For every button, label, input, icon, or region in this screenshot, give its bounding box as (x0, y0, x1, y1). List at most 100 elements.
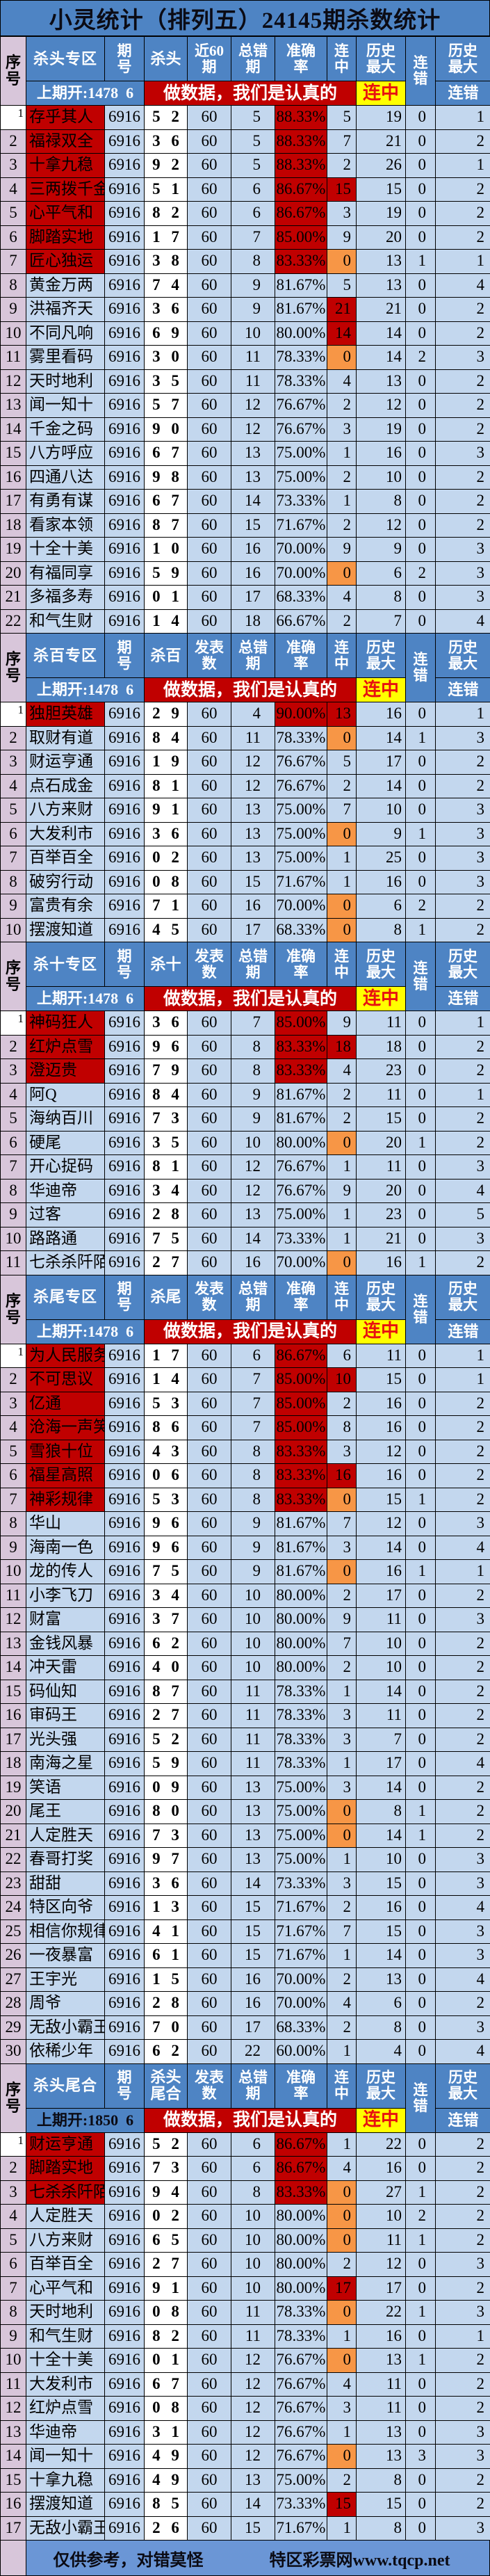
cell-period: 6916 (105, 1131, 145, 1155)
cell-streak-lose: 1 (406, 2180, 436, 2205)
cell-seq: 15 (1, 442, 26, 466)
cell-accuracy: 68.33% (275, 918, 327, 942)
cell-accuracy: 66.67% (275, 609, 327, 634)
cell-kill: 2 7 (145, 2253, 188, 2277)
cell-hist-max-lose: 1 (436, 2324, 490, 2349)
header-streak-lose: 连 错 (406, 37, 436, 106)
cell-streak-lose: 0 (406, 417, 436, 442)
cell-hist-max-win: 6 (357, 894, 406, 919)
cell-total-wrong: 13 (231, 2468, 275, 2493)
cell-seq: 9 (1, 894, 26, 919)
cell-published: 60 (188, 1179, 231, 1203)
cell-streak-win: 2 (327, 154, 357, 178)
cell-kill: 8 2 (145, 202, 188, 226)
cell-kill: 8 5 (145, 2493, 188, 2517)
cell-kill: 4 9 (145, 2468, 188, 2493)
cell-accuracy: 60.00% (275, 2040, 327, 2064)
cell-published: 60 (188, 1584, 231, 1608)
cell-total-wrong: 12 (231, 2445, 275, 2469)
cell-streak-lose: 0 (406, 106, 436, 130)
table-row: 22 春哥打奖 6916 9 7 60 13 75.00% 1 10 0 3 (1, 1848, 490, 1872)
table-row: 7 神彩规律 6916 5 3 60 8 83.33% 0 15 1 2 (1, 1488, 490, 1512)
table-row: 7 百举百全 6916 0 2 60 13 75.00% 1 25 0 3 (1, 846, 490, 871)
cell-streak-win: 2 (327, 2253, 357, 2277)
table-row: 15 十拿九稳 6916 4 9 60 13 75.00% 2 8 0 2 (1, 2468, 490, 2493)
cell-period: 6916 (105, 1728, 145, 1752)
cell-hist-max-lose: 2 (436, 129, 490, 154)
cell-streak-win: 3 (327, 1704, 357, 1728)
cell-total-wrong: 13 (231, 1203, 275, 1227)
header-hist-max-lose: 历史 最大 (436, 942, 490, 987)
cell-kill: 4 3 (145, 1440, 188, 1464)
cell-kill: 1 4 (145, 1368, 188, 1392)
cell-accuracy: 80.00% (275, 1131, 327, 1155)
cell-seq: 10 (1, 1227, 26, 1251)
cell-published: 60 (188, 1059, 231, 1084)
cell-streak-win: 0 (327, 1488, 357, 1512)
table-row: 6 福星高照 6916 0 6 60 8 83.33% 16 16 0 2 (1, 1464, 490, 1488)
cell-period: 6916 (105, 129, 145, 154)
cell-period: 6916 (105, 1536, 145, 1560)
header-count: 发表 数 (188, 2063, 231, 2109)
subheader-banner: 做数据，我们是认真的 (145, 2108, 357, 2133)
cell-kill: 1 4 (145, 609, 188, 634)
cell-name: 和气生财 (26, 609, 105, 634)
cell-period: 6916 (105, 918, 145, 942)
cell-hist-max-lose: 4 (436, 1896, 490, 1920)
table-row: 8 天时地利 6916 0 8 60 11 78.33% 0 22 1 3 (1, 2301, 490, 2325)
cell-hist-max-win: 17 (357, 1752, 406, 1776)
cell-total-wrong: 10 (231, 1131, 275, 1155)
header-total-wrong: 总错 期 (231, 634, 275, 678)
cell-total-wrong: 15 (231, 870, 275, 894)
cell-streak-win: 3 (327, 1871, 357, 1896)
cell-name: 摆渡知道 (26, 918, 105, 942)
cell-hist-max-lose: 2 (436, 2349, 490, 2373)
cell-streak-win: 0 (327, 1560, 357, 1584)
cell-kill: 4 5 (145, 918, 188, 942)
cell-name: 甜甜 (26, 1871, 105, 1896)
cell-seq: 14 (1, 2445, 26, 2469)
cell-kill: 3 5 (145, 369, 188, 394)
cell-total-wrong: 7 (231, 1011, 275, 1036)
cell-period: 6916 (105, 2420, 145, 2445)
cell-period: 6916 (105, 702, 145, 727)
cell-hist-max-win: 6 (357, 1992, 406, 2016)
cell-published: 60 (188, 918, 231, 942)
cell-name: 点石成金 (26, 774, 105, 798)
table-row: 18 看家本领 6916 8 7 60 15 71.67% 2 12 0 2 (1, 513, 490, 538)
cell-hist-max-win: 11 (357, 1083, 406, 1107)
cell-hist-max-win: 7 (357, 609, 406, 634)
table-row: 6 脚踏实地 6916 1 7 60 7 85.00% 9 20 0 2 (1, 225, 490, 250)
cell-accuracy: 70.00% (275, 538, 327, 562)
cell-hist-max-lose: 4 (436, 1536, 490, 1560)
cell-published: 60 (188, 1848, 231, 1872)
cell-accuracy: 81.67% (275, 1083, 327, 1107)
table-row: 28 周爷 6916 2 8 60 16 70.00% 4 6 0 2 (1, 1992, 490, 2016)
cell-published: 60 (188, 106, 231, 130)
cell-total-wrong: 5 (231, 129, 275, 154)
cell-streak-win: 1 (327, 846, 357, 871)
cell-hist-max-lose: 2 (436, 1464, 490, 1488)
cell-total-wrong: 13 (231, 822, 275, 846)
cell-total-wrong: 18 (231, 609, 275, 634)
cell-streak-lose: 0 (406, 490, 436, 514)
cell-name: 澄迈贵 (26, 1059, 105, 1084)
cell-hist-max-win: 11 (357, 2372, 406, 2397)
cell-streak-win: 5 (327, 750, 357, 775)
cell-hist-max-lose: 2 (436, 1704, 490, 1728)
subheader-win-label: 连中 (357, 678, 406, 702)
footer-site-link[interactable]: 特区彩票网www.tqcp.net (269, 2551, 450, 2570)
cell-period: 6916 (105, 1944, 145, 1968)
cell-hist-max-win: 15 (357, 1919, 406, 1944)
cell-hist-max-lose: 2 (436, 417, 490, 442)
cell-published: 60 (188, 798, 231, 823)
cell-kill: 1 0 (145, 538, 188, 562)
cell-seq: 4 (1, 1416, 26, 1440)
cell-hist-max-lose: 2 (436, 2493, 490, 2517)
cell-kill: 5 3 (145, 1392, 188, 1416)
cell-published: 60 (188, 2132, 231, 2157)
table-row: 4 点石成金 6916 8 1 60 12 76.67% 2 14 0 2 (1, 774, 490, 798)
cell-streak-lose: 0 (406, 154, 436, 178)
header-hist-max-lose: 历史 最大 (436, 2063, 490, 2109)
cell-period: 6916 (105, 1824, 145, 1848)
